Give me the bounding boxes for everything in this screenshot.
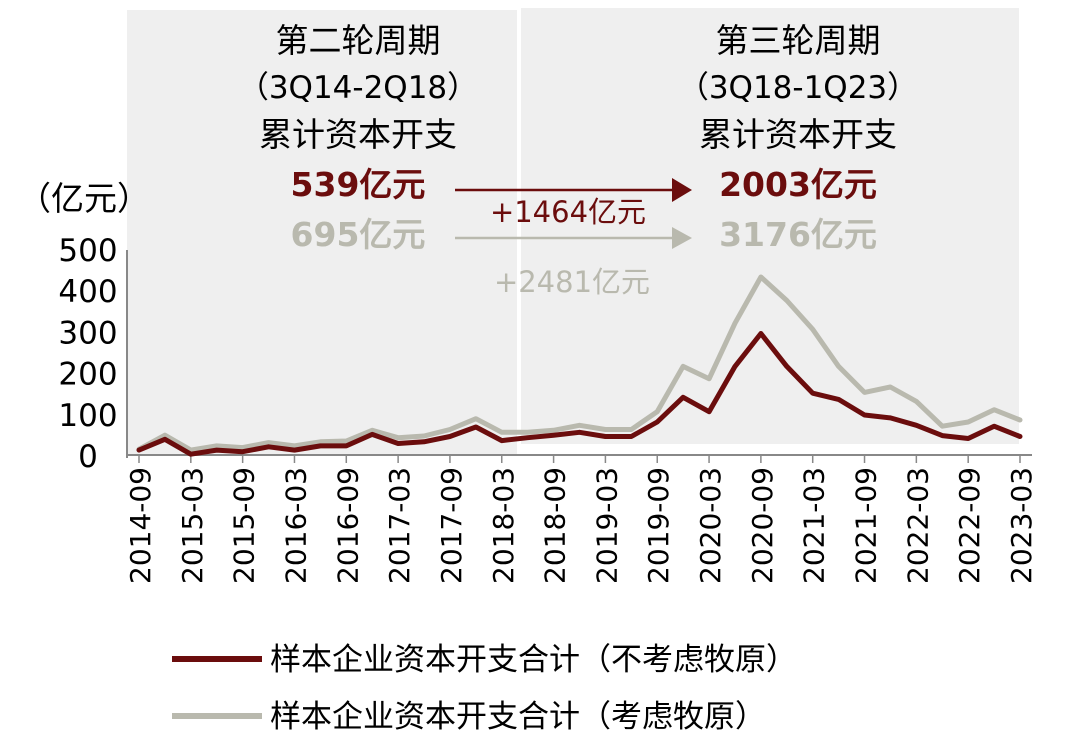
y-tick-label: 400 [58,274,117,310]
series-line-ex-muyuan [136,331,1023,457]
y-tick-label: 500 [58,233,117,269]
x-tick-label: 2018-03 [487,467,520,584]
period-3-title: 第三轮周期 [716,21,881,60]
y-tick-labels: 0 100 200 300 400 500 [58,233,117,475]
legend-label-in-muyuan: 样本企业资本开支合计（考虑牧原） [270,699,766,735]
x-tick-marks [138,455,1021,463]
x-tick-label: 2019-09 [642,467,675,584]
x-tick-label: 2023-03 [1005,467,1038,584]
x-tick-label: 2022-03 [901,467,934,584]
period-2-subtitle: 累计资本开支 [259,115,457,154]
y-tick-label: 100 [58,398,117,434]
x-tick-label: 2015-09 [228,467,261,584]
series-line-in-muyuan [136,274,1023,453]
series-lines [136,274,1023,457]
x-tick-label: 2014-09 [124,467,157,584]
delta-arrow-in-muyuan [455,227,692,249]
x-tick-label: 2020-09 [746,467,779,584]
y-tick-label: 300 [58,315,117,351]
x-tick-label: 2021-09 [850,467,883,584]
delta-label-ex-muyuan: +1464亿元 [490,195,646,229]
x-tick-label: 2017-09 [435,467,468,584]
x-tick-label: 2020-03 [694,467,727,584]
period-2-value-in-muyuan: 695亿元 [291,215,426,254]
period-2-title: 第二轮周期 [276,21,441,60]
period-3-subtitle: 累计资本开支 [699,115,897,154]
x-tick-label: 2019-03 [590,467,623,584]
delta-label-in-muyuan: +2481亿元 [494,265,650,299]
x-tick-label: 2022-09 [953,467,986,584]
x-tick-labels: 2014-09 2015-03 2015-09 2016-03 2016-09 2017-… [124,467,1038,584]
y-tick-label: 0 [78,439,98,475]
x-tick-label: 2021-03 [798,467,831,584]
x-tick-label: 2018-09 [539,467,572,584]
legend: 样本企业资本开支合计（不考虑牧原） 样本企业资本开支合计（考虑牧原） [172,642,797,735]
legend-label-ex-muyuan: 样本企业资本开支合计（不考虑牧原） [270,642,797,678]
y-tick-label: 200 [58,357,117,393]
period-3-range: （3Q18-1Q23） [678,70,918,106]
period-3-shading [521,8,1019,444]
x-tick-label: 2015-03 [176,467,209,584]
period-2-value-ex-muyuan: 539亿元 [291,165,426,204]
period-3-value-in-muyuan: 3176亿元 [719,215,877,254]
x-tick-label: 2016-03 [279,467,312,584]
period-3-value-ex-muyuan: 2003亿元 [719,165,877,204]
x-tick-label: 2017-03 [383,467,416,584]
period-2-shading [127,10,517,454]
delta-arrow-ex-muyuan [455,178,692,202]
y-axis-unit-label: （亿元） [18,179,150,218]
period-2-range: （3Q14-2Q18） [238,70,478,106]
x-tick-label: 2016-09 [331,467,364,584]
